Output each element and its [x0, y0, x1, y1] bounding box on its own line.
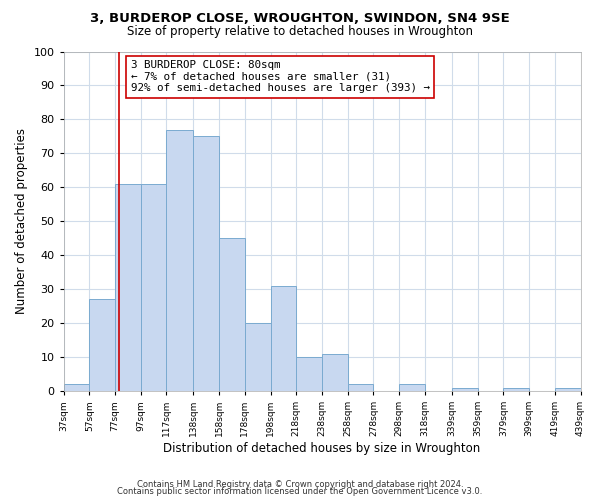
Bar: [64, 384, 89, 391]
Bar: [271, 286, 296, 391]
Bar: [166, 130, 193, 391]
Bar: [115, 184, 141, 391]
Bar: [245, 323, 271, 391]
Text: 3, BURDEROP CLOSE, WROUGHTON, SWINDON, SN4 9SE: 3, BURDEROP CLOSE, WROUGHTON, SWINDON, S…: [90, 12, 510, 26]
Text: Size of property relative to detached houses in Wroughton: Size of property relative to detached ho…: [127, 25, 473, 38]
Bar: [322, 354, 348, 391]
Text: Contains public sector information licensed under the Open Government Licence v3: Contains public sector information licen…: [118, 487, 482, 496]
Bar: [141, 184, 166, 391]
Text: 3 BURDEROP CLOSE: 80sqm
← 7% of detached houses are smaller (31)
92% of semi-det: 3 BURDEROP CLOSE: 80sqm ← 7% of detached…: [131, 60, 430, 93]
X-axis label: Distribution of detached houses by size in Wroughton: Distribution of detached houses by size …: [163, 442, 481, 455]
Y-axis label: Number of detached properties: Number of detached properties: [15, 128, 28, 314]
Bar: [296, 357, 322, 391]
Bar: [193, 136, 219, 391]
Bar: [348, 384, 373, 391]
Bar: [219, 238, 245, 391]
Bar: [89, 300, 115, 391]
Bar: [452, 388, 478, 391]
Text: Contains HM Land Registry data © Crown copyright and database right 2024.: Contains HM Land Registry data © Crown c…: [137, 480, 463, 489]
Bar: [399, 384, 425, 391]
Bar: [555, 388, 581, 391]
Bar: [503, 388, 529, 391]
